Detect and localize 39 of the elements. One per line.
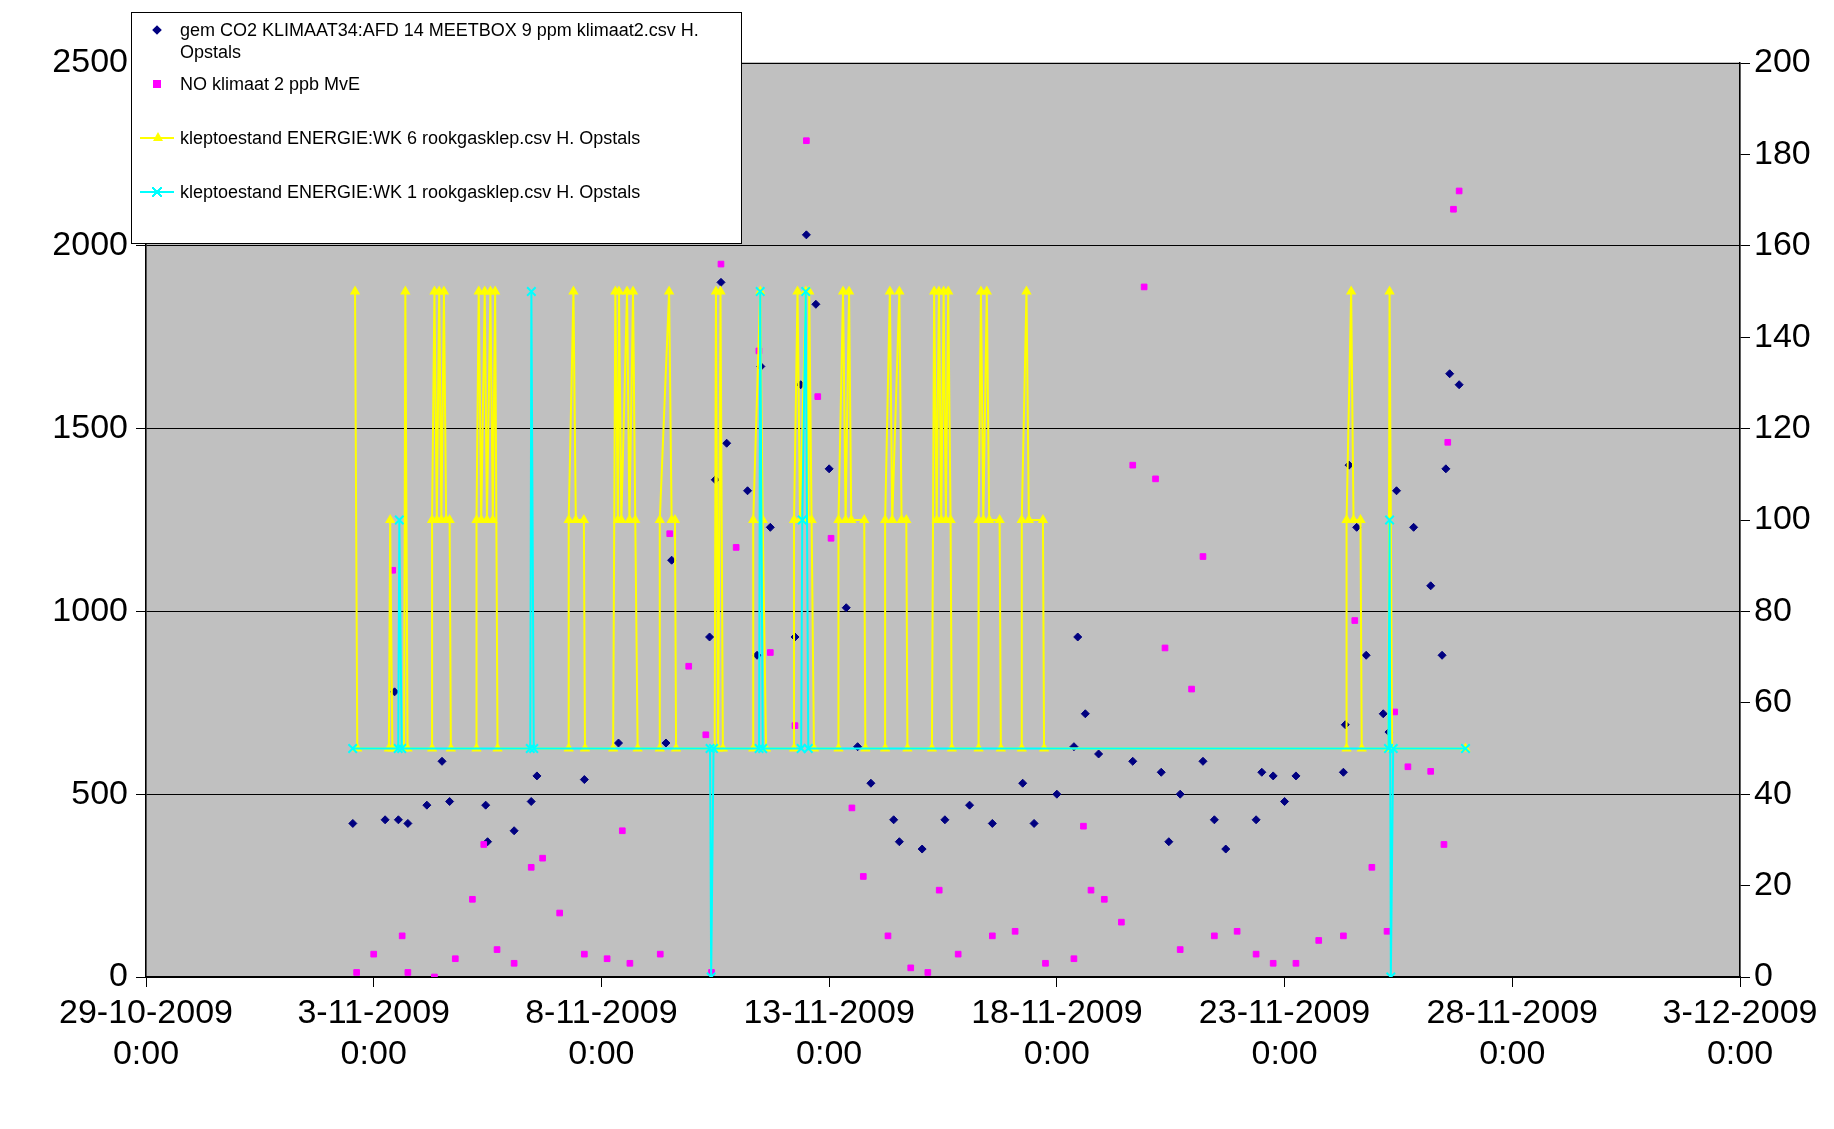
y2-tick-label: 180 [1754,132,1811,171]
y2-tick-label: 80 [1754,589,1792,628]
y2-tick-label: 40 [1754,772,1792,811]
legend-label: kleptoestand ENERGIE:WK 6 rookgasklep.csv H. Opstals [180,127,641,149]
point [347,743,358,754]
point [753,743,765,754]
y-tick-label: 0 [109,955,128,994]
y-tick-label: 1500 [52,406,128,445]
x-tick-label: 3-12-2009 0:00 [1662,991,1818,1071]
y2-tick-label: 20 [1754,863,1792,902]
point [392,743,404,754]
y-tick-label: 2000 [52,224,128,263]
point [757,743,768,754]
y-tick-label: 500 [71,772,128,811]
y2-tick-label: 0 [1754,955,1773,994]
y2-tick-label: 140 [1754,315,1811,354]
x-tick-label: 8-11-2009 0:00 [525,991,678,1071]
point [526,286,537,297]
legend-label: NO klimaat 2 ppb MvE [180,73,361,95]
y2-tick-label: 200 [1754,41,1811,80]
x-tick-label: 18-11-2009 0:00 [971,991,1143,1071]
y2-tick-label: 160 [1754,224,1811,263]
point [1384,514,1395,526]
y2-tick-label: 60 [1754,681,1792,720]
legend-label: gem CO2 KLIMAAT34:AFD 14 MEETBOX 9 ppm klimaat2.csv H. Opstals [180,19,700,63]
y-tick-label: 1000 [52,589,128,628]
x-tick-label: 3-11-2009 0:00 [297,991,450,1071]
x-tick-label: 13-11-2009 0:00 [743,991,915,1071]
y2-tick-label: 100 [1754,498,1811,537]
x-tick-label: 28-11-2009 0:00 [1426,991,1598,1071]
point [394,514,405,526]
point [803,743,814,754]
point [795,743,807,754]
y2-tick-label: 120 [1754,406,1811,445]
x-tick-label: 23-11-2009 0:00 [1198,991,1371,1071]
x-tick-label: 29-10-2009 0:00 [59,991,233,1071]
y-tick-label: 2500 [52,41,128,80]
legend-label: kleptoestand ENERGIE:WK 1 rookgasklep.csv H. Opstals [180,181,641,203]
point [704,743,716,754]
